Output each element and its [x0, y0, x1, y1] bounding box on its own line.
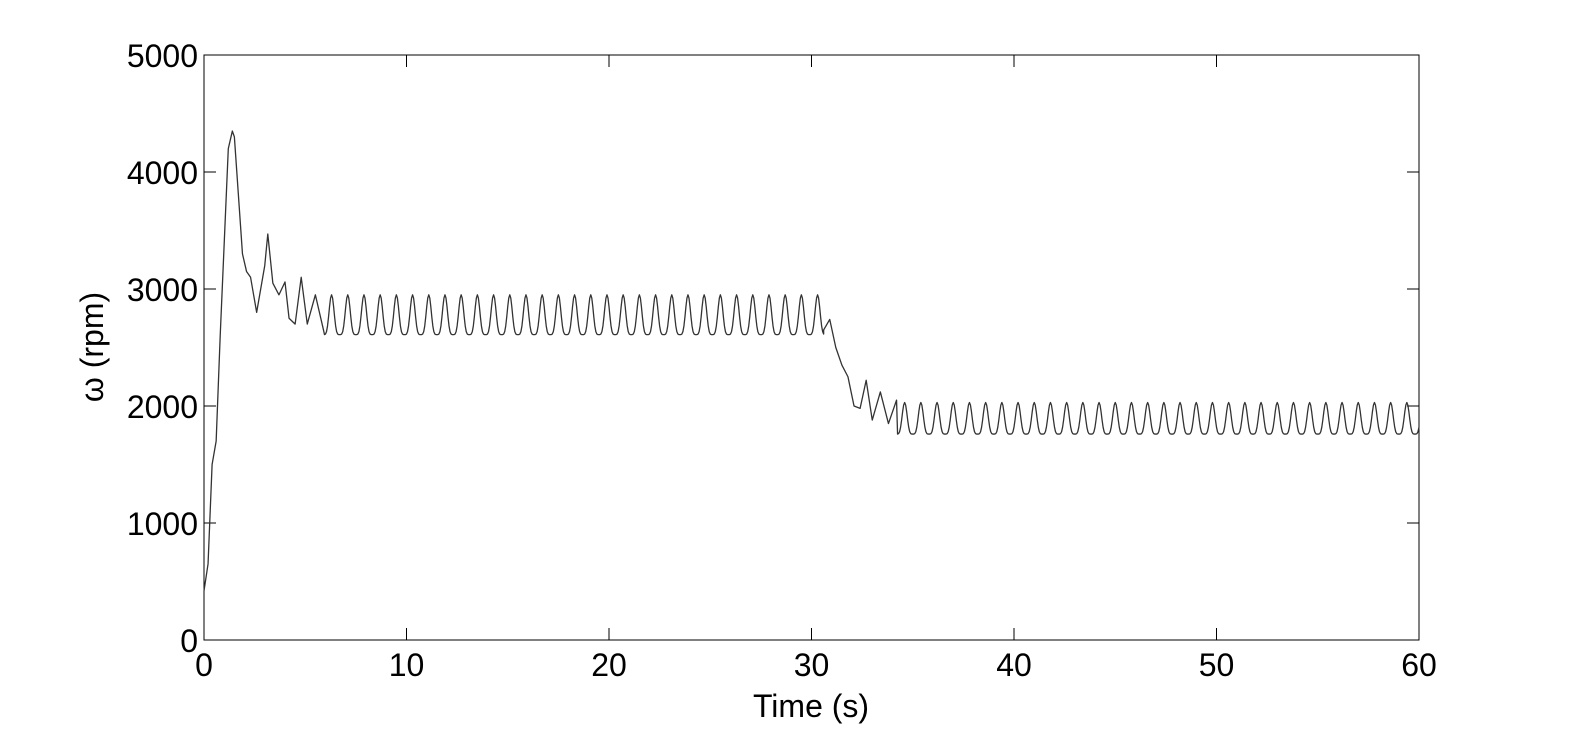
- tick-labels: 0 10 20 30 40 50 60 0 1000 2000 3000 4000 5000: [127, 38, 1437, 683]
- y-tick-label: 5000: [127, 38, 198, 74]
- x-tick-label: 40: [996, 647, 1032, 683]
- x-tick-label: 10: [389, 647, 425, 683]
- x-axis-label: Time (s): [753, 688, 869, 724]
- x-tick-label: 50: [1199, 647, 1235, 683]
- series-line-rpm: [203, 130, 1420, 591]
- x-tick-label: 60: [1401, 647, 1437, 683]
- y-axis-label: ω (rpm): [74, 292, 110, 402]
- y-tick-label: 4000: [127, 155, 198, 191]
- x-tick-label: 0: [195, 647, 213, 683]
- y-tick-label: 1000: [127, 506, 198, 542]
- axis-ticks: [203, 54, 1420, 641]
- y-tick-label: 2000: [127, 389, 198, 425]
- x-tick-label: 20: [591, 647, 627, 683]
- plot-area: [203, 54, 1420, 641]
- y-tick-label: 0: [180, 623, 198, 659]
- x-tick-label: 30: [794, 647, 830, 683]
- y-tick-label: 3000: [127, 272, 198, 308]
